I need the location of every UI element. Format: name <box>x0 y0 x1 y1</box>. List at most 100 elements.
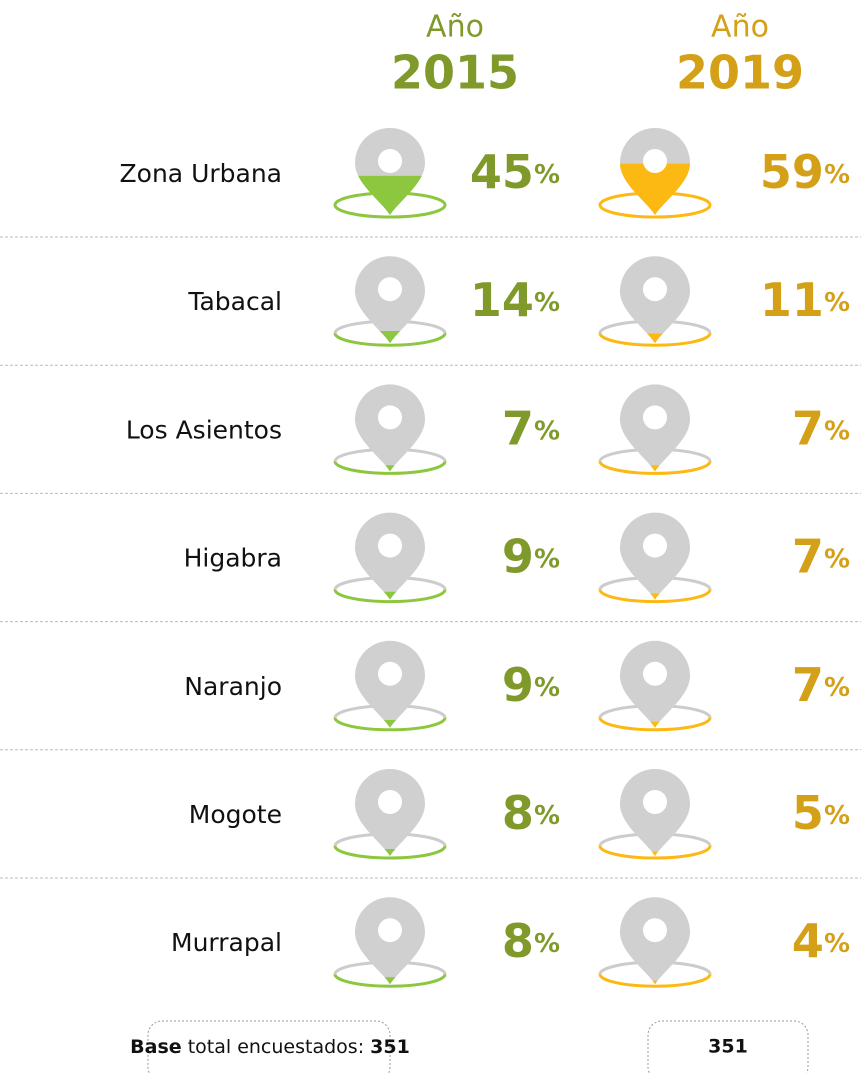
footer-base: 351 <box>370 1036 410 1058</box>
pin-fill <box>620 465 690 472</box>
value-number: 9 <box>502 657 534 711</box>
ring-bottom <box>333 461 447 475</box>
header-word: Año <box>711 10 769 45</box>
header-word: Año <box>426 10 484 45</box>
pin-hole <box>378 405 402 430</box>
pin-hole <box>378 149 402 173</box>
ring-bottom <box>598 717 712 732</box>
value-label: 45% <box>470 145 560 199</box>
pin-hole <box>643 533 667 558</box>
pin-fill <box>355 465 425 472</box>
value-label: 59% <box>760 145 850 199</box>
ring-bottom <box>333 973 447 988</box>
pin-fill <box>620 593 690 600</box>
value-label: 9% <box>502 657 560 711</box>
pin-hole <box>643 661 667 686</box>
category-label: Zona Urbana <box>120 159 282 188</box>
header-year: 2015 <box>391 46 519 100</box>
pin-hole <box>378 661 402 686</box>
pin-fill <box>620 980 690 985</box>
value-number: 7 <box>792 529 824 583</box>
ring-bottom <box>333 332 447 347</box>
category-label: Los Asientos <box>126 415 282 444</box>
value-label: 7% <box>792 529 850 583</box>
pin-hole <box>378 277 402 302</box>
value-number: 9 <box>502 529 534 583</box>
pin-hole <box>643 405 667 430</box>
pin-hole <box>643 918 667 943</box>
ring-bottom <box>598 461 712 475</box>
pin-fill <box>620 333 690 344</box>
value-unit: % <box>824 416 850 446</box>
value-label: 8% <box>502 786 560 840</box>
pin-hole <box>378 918 402 943</box>
pin-fill <box>355 977 425 985</box>
value-label: 14% <box>470 273 560 327</box>
value-unit: % <box>534 929 560 959</box>
value-label: 7% <box>792 657 850 711</box>
category-label: Higabra <box>184 544 282 573</box>
pin-hole <box>378 790 402 814</box>
value-unit: % <box>534 672 560 702</box>
value-label: 8% <box>502 914 560 968</box>
value-unit: % <box>534 544 560 574</box>
ring-bottom <box>598 845 712 860</box>
pin-fill <box>355 849 425 856</box>
value-label: 7% <box>792 401 850 455</box>
value-number: 5 <box>792 786 824 840</box>
category-label: Tabacal <box>187 287 282 316</box>
value-number: 8 <box>502 914 534 968</box>
category-label: Naranjo <box>184 672 282 701</box>
value-unit: % <box>824 672 850 702</box>
value-label: 5% <box>792 786 850 840</box>
value-unit: % <box>824 801 850 831</box>
value-number: 11 <box>760 273 824 327</box>
category-label: Mogote <box>189 800 282 829</box>
value-number: 4 <box>792 914 824 968</box>
ring-bottom <box>598 204 712 219</box>
value-unit: % <box>534 288 560 318</box>
value-number: 7 <box>792 401 824 455</box>
footer-box <box>647 1020 809 1073</box>
footer-label: total encuestados: <box>188 1036 364 1058</box>
value-unit: % <box>534 416 560 446</box>
value-label: 4% <box>792 914 850 968</box>
value-unit: % <box>824 160 850 190</box>
pin-fill <box>355 719 425 728</box>
value-number: 59 <box>760 145 824 199</box>
pin-hole <box>643 277 667 302</box>
footer-base: 351 <box>708 1036 748 1058</box>
value-unit: % <box>534 801 560 831</box>
ring-bottom <box>333 204 447 219</box>
value-unit: % <box>534 160 560 190</box>
pin-fill <box>620 721 690 728</box>
value-number: 7 <box>792 657 824 711</box>
pin-fill <box>355 591 425 600</box>
value-number: 45 <box>470 145 534 199</box>
ring-bottom <box>598 589 712 604</box>
value-number: 14 <box>470 273 534 327</box>
ring-bottom <box>598 973 712 988</box>
category-label: Murrapal <box>171 928 282 957</box>
ring-bottom <box>333 717 447 732</box>
ring-bottom <box>333 589 447 604</box>
footer-text: Base total encuestados: 351 <box>130 1036 410 1058</box>
pin-hole <box>643 790 667 814</box>
pin-hole <box>378 533 402 558</box>
value-number: 7 <box>502 401 534 455</box>
value-unit: % <box>824 929 850 959</box>
footer-bold: Base <box>130 1036 182 1058</box>
pin-hole <box>643 149 667 173</box>
value-unit: % <box>824 544 850 574</box>
value-label: 7% <box>502 401 560 455</box>
value-number: 8 <box>502 786 534 840</box>
value-unit: % <box>824 288 850 318</box>
pin-fill <box>355 331 425 344</box>
header-year: 2019 <box>676 46 804 100</box>
footer-box <box>147 1020 391 1073</box>
value-label: 11% <box>760 273 850 327</box>
pin-fill <box>620 851 690 856</box>
ring-bottom <box>333 845 447 860</box>
ring-bottom <box>598 332 712 347</box>
